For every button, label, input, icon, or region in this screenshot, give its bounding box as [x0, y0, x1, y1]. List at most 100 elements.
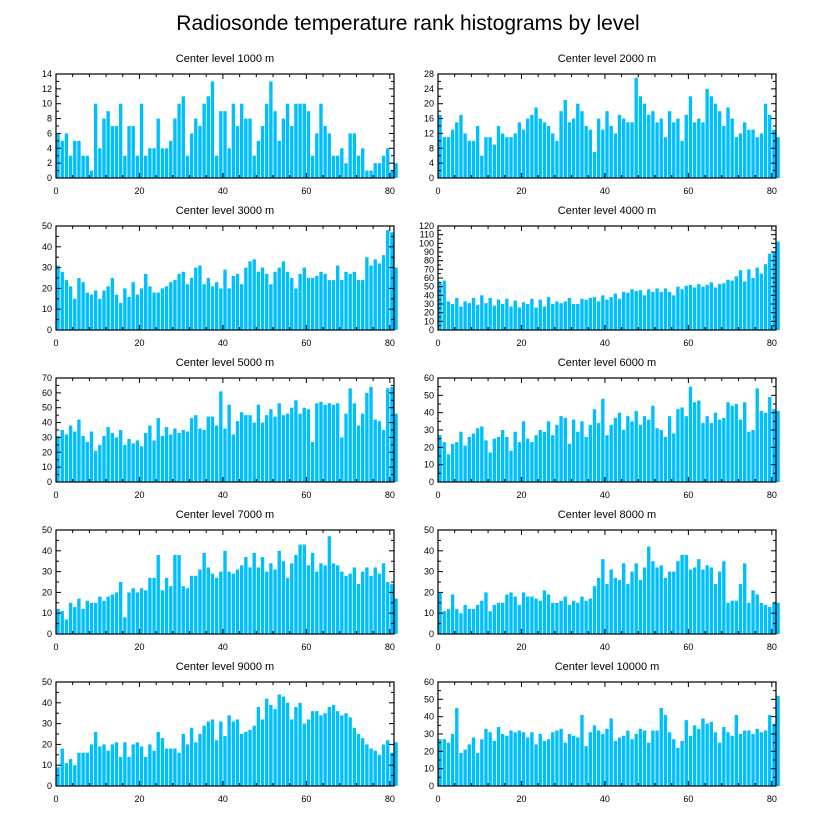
histogram-bar — [588, 732, 592, 786]
histogram-bar — [713, 584, 718, 634]
histogram-bar — [709, 282, 713, 330]
histogram-bar — [331, 404, 336, 482]
histogram-bar — [294, 103, 298, 178]
histogram-bar — [315, 403, 319, 482]
histogram-bar — [768, 714, 772, 786]
histogram-bar — [127, 296, 131, 330]
histogram-bar — [194, 267, 198, 330]
histogram-bar — [617, 114, 622, 178]
histogram-bar — [294, 706, 298, 786]
histogram-bar — [377, 163, 382, 178]
panel-9: Center level 9000 m 0 20 40 60 80 0 10 20 30 40 50 — [42, 661, 398, 804]
histogram-bar — [755, 137, 759, 178]
histogram-bar — [759, 410, 764, 482]
histogram-bar — [340, 571, 344, 634]
histogram-bar — [223, 550, 227, 634]
histogram-bar — [265, 273, 269, 330]
histogram-bar — [676, 561, 680, 634]
histogram-bar — [110, 126, 115, 178]
histogram-bar — [513, 300, 517, 330]
y-tick-label: 0 — [47, 477, 52, 487]
histogram-bar — [567, 122, 572, 178]
histogram-bar — [772, 723, 776, 786]
panel-title: Center level 1000 m — [176, 53, 274, 65]
histogram-bar — [231, 573, 236, 634]
histogram-bar — [680, 289, 684, 330]
histogram-bar — [642, 103, 647, 178]
histogram-bar — [592, 409, 597, 482]
histogram-bar — [127, 126, 131, 178]
y-tick-label: 0 — [47, 781, 52, 791]
histogram-bar — [517, 730, 522, 786]
histogram-bar — [743, 122, 747, 178]
histogram-bar — [265, 415, 269, 482]
histogram-bar — [310, 278, 315, 330]
histogram-bar — [227, 148, 231, 178]
histogram-bar — [394, 742, 398, 786]
y-tick-label: 12 — [424, 128, 434, 138]
histogram-bar — [455, 609, 459, 634]
histogram-bar — [365, 257, 369, 330]
x-tick-label: 20 — [516, 338, 526, 348]
histogram-bar — [463, 133, 467, 178]
histogram-bar — [290, 719, 294, 786]
histogram-bar — [319, 715, 323, 786]
histogram-bar — [64, 434, 69, 482]
y-tick-label: 10 — [424, 764, 434, 774]
histogram-bar — [85, 292, 89, 330]
histogram-bar — [331, 704, 336, 786]
histogram-bar — [302, 267, 306, 330]
y-tick-label: 20 — [424, 308, 434, 318]
histogram-bar — [102, 290, 106, 330]
histogram-bar — [169, 282, 173, 330]
histogram-bar — [269, 284, 273, 330]
histogram-bar — [667, 571, 672, 634]
histogram-bar — [563, 100, 567, 178]
histogram-bar — [526, 438, 530, 482]
histogram-bar — [348, 573, 352, 634]
histogram-bar — [60, 611, 64, 634]
histogram-bar — [394, 598, 398, 634]
x-tick-label: 0 — [53, 186, 58, 196]
histogram-bar — [747, 129, 751, 178]
histogram-bar — [450, 734, 455, 786]
histogram-bar — [630, 739, 634, 786]
y-tick-label: 4 — [47, 143, 52, 153]
histogram-bar — [93, 731, 98, 786]
histogram-bar — [713, 287, 718, 330]
histogram-bar — [563, 417, 567, 482]
histogram-bar — [471, 433, 476, 482]
histogram-bar — [672, 122, 676, 178]
histogram-bar — [152, 750, 156, 786]
histogram-bar — [751, 430, 755, 482]
y-tick-label: 8 — [47, 114, 52, 124]
histogram-bar — [327, 536, 331, 634]
histogram-bar — [613, 293, 618, 330]
histogram-bar — [185, 155, 190, 178]
histogram-bar — [131, 282, 135, 330]
histogram-bar — [290, 407, 294, 482]
histogram-bar — [114, 437, 119, 482]
histogram-bar — [377, 263, 382, 330]
histogram-bar — [127, 592, 131, 634]
histogram-bar — [177, 752, 181, 786]
histogram-bar — [697, 118, 701, 178]
histogram-bar — [269, 704, 273, 786]
histogram-bar — [580, 596, 584, 634]
histogram-bar — [361, 571, 365, 634]
histogram-bar — [747, 602, 751, 634]
histogram-bar — [344, 271, 348, 330]
y-tick-label: 50 — [42, 677, 52, 687]
histogram-bar — [730, 600, 734, 634]
x-tick-label: 0 — [53, 490, 58, 500]
y-tick-label: 6 — [47, 128, 52, 138]
histogram-bar — [68, 602, 73, 634]
histogram-bar — [202, 284, 206, 330]
histogram-bar — [521, 302, 526, 330]
histogram-bar — [227, 571, 231, 634]
histogram-bar — [56, 767, 60, 786]
histogram-bar — [139, 103, 144, 178]
histogram-bar — [592, 725, 597, 786]
histogram-bar — [617, 579, 622, 634]
